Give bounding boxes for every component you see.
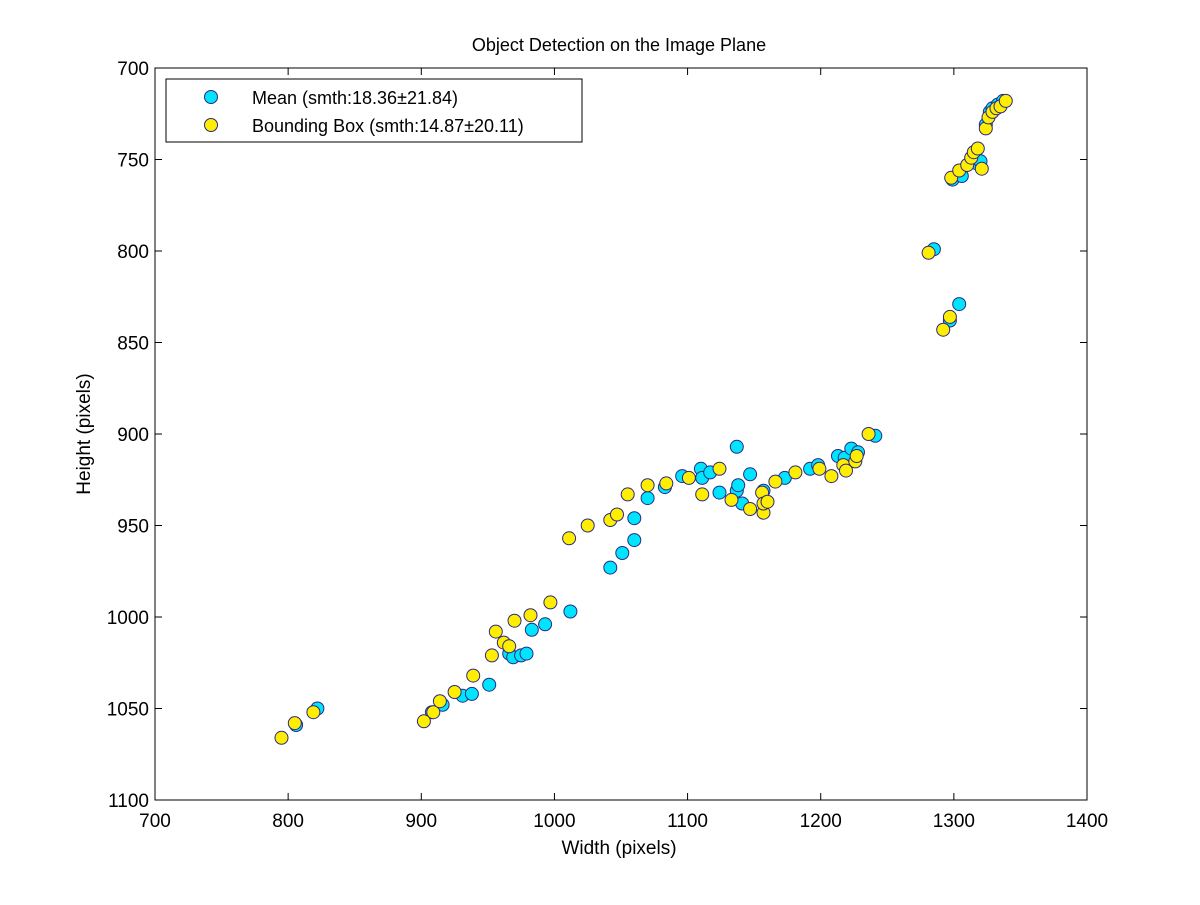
bounding-box-point — [760, 494, 775, 509]
axis-tick-labels: 700 800 900 1000 1100 1200 1300 1400 700 750 800 85… — [107, 59, 1108, 832]
bounding-box-point — [466, 668, 481, 683]
mean-point — [603, 560, 618, 575]
y-tick-label: 700 — [117, 59, 149, 80]
bounding-box-point — [640, 478, 655, 493]
bounding-box-point — [306, 705, 321, 720]
bounding-box-point — [824, 469, 839, 484]
y-tick-label: 1000 — [107, 608, 149, 629]
mean-point — [519, 646, 534, 661]
x-tick-label: 800 — [272, 811, 304, 832]
bounding-box-point — [695, 487, 710, 502]
bounding-box-point — [936, 322, 951, 337]
mean-point — [627, 511, 642, 526]
bounding-box-point — [507, 613, 522, 628]
legend-marker-mean — [204, 90, 218, 104]
y-tick-label: 1050 — [107, 700, 149, 721]
bounding-box-point — [942, 309, 957, 324]
legend-label-bounding-box: Bounding Box (smth:14.87±20.11) — [252, 116, 524, 136]
plot-frame — [154, 67, 1088, 801]
mean-point — [640, 491, 655, 506]
bounding-box-point — [416, 714, 431, 729]
bounding-box-point — [580, 518, 595, 533]
bounding-box-point — [743, 502, 758, 516]
mean-point — [729, 439, 744, 454]
bounding-box-point — [274, 730, 289, 745]
bounding-box-point — [974, 161, 989, 176]
y-tick-label: 750 — [117, 151, 149, 172]
bounding-box-point — [543, 595, 558, 610]
bounding-box-point — [812, 461, 827, 476]
bounding-box-point — [998, 93, 1013, 108]
axis-ticks — [154, 67, 1088, 801]
x-axis-label: Width (pixels) — [561, 838, 676, 859]
mean-point — [743, 467, 758, 482]
bounding-box-point — [788, 465, 803, 480]
y-axis-label: Height (pixels) — [74, 373, 95, 494]
mean-point — [563, 604, 578, 619]
bounding-box-point — [484, 648, 499, 663]
bounding-box-point — [861, 427, 876, 441]
mean-point — [524, 622, 539, 637]
bounding-box-point — [712, 461, 727, 476]
bounding-box-point — [523, 608, 538, 623]
chart-title: Object Detection on the Image Plane — [472, 35, 766, 55]
x-tick-label: 1200 — [800, 811, 842, 832]
mean-point — [464, 686, 479, 701]
legend-box — [165, 78, 583, 143]
bounding-box-point — [562, 531, 577, 546]
bounding-box-point — [921, 245, 936, 260]
mean-point — [482, 677, 497, 692]
x-tick-label: 700 — [139, 811, 171, 832]
legend-label-mean: Mean (smth:18.36±21.84) — [252, 88, 458, 108]
bounding-box-point — [839, 463, 853, 478]
x-tick-label: 1400 — [1066, 811, 1108, 832]
bounding-box-point — [768, 474, 783, 489]
y-tick-label: 900 — [117, 425, 149, 446]
y-tick-label: 800 — [117, 242, 149, 263]
y-tick-label: 850 — [117, 334, 149, 355]
bounding-box-point — [849, 449, 864, 463]
mean-point — [538, 617, 553, 632]
y-tick-label: 950 — [117, 517, 149, 538]
mean-point — [731, 478, 746, 493]
mean-point — [615, 546, 630, 560]
bounding-box-point — [724, 492, 739, 507]
x-tick-label: 1000 — [533, 811, 575, 832]
bounding-box-point — [447, 685, 462, 699]
bounding-box-point — [426, 705, 441, 720]
bounding-box-point — [488, 624, 503, 639]
data-points — [274, 93, 1013, 745]
bounding-box-point — [502, 639, 517, 654]
legend-marker-bounding-box — [204, 118, 218, 132]
bounding-box-point — [432, 694, 447, 709]
x-tick-label: 900 — [405, 811, 437, 832]
bounding-box-point — [287, 716, 302, 731]
mean-point — [712, 485, 727, 500]
x-tick-label: 1100 — [667, 811, 708, 832]
x-tick-label: 1300 — [933, 811, 975, 832]
mean-point — [627, 533, 642, 548]
bounding-box-point — [659, 476, 674, 491]
mean-point — [952, 297, 967, 312]
bounding-box-point — [970, 141, 985, 156]
bounding-box-point — [610, 507, 624, 522]
bounding-box-point — [620, 487, 635, 502]
legend: Mean (smth:18.36±21.84) Bounding Box (sm… — [165, 78, 583, 143]
bounding-box-point — [681, 470, 696, 485]
y-tick-label: 1100 — [108, 791, 149, 812]
